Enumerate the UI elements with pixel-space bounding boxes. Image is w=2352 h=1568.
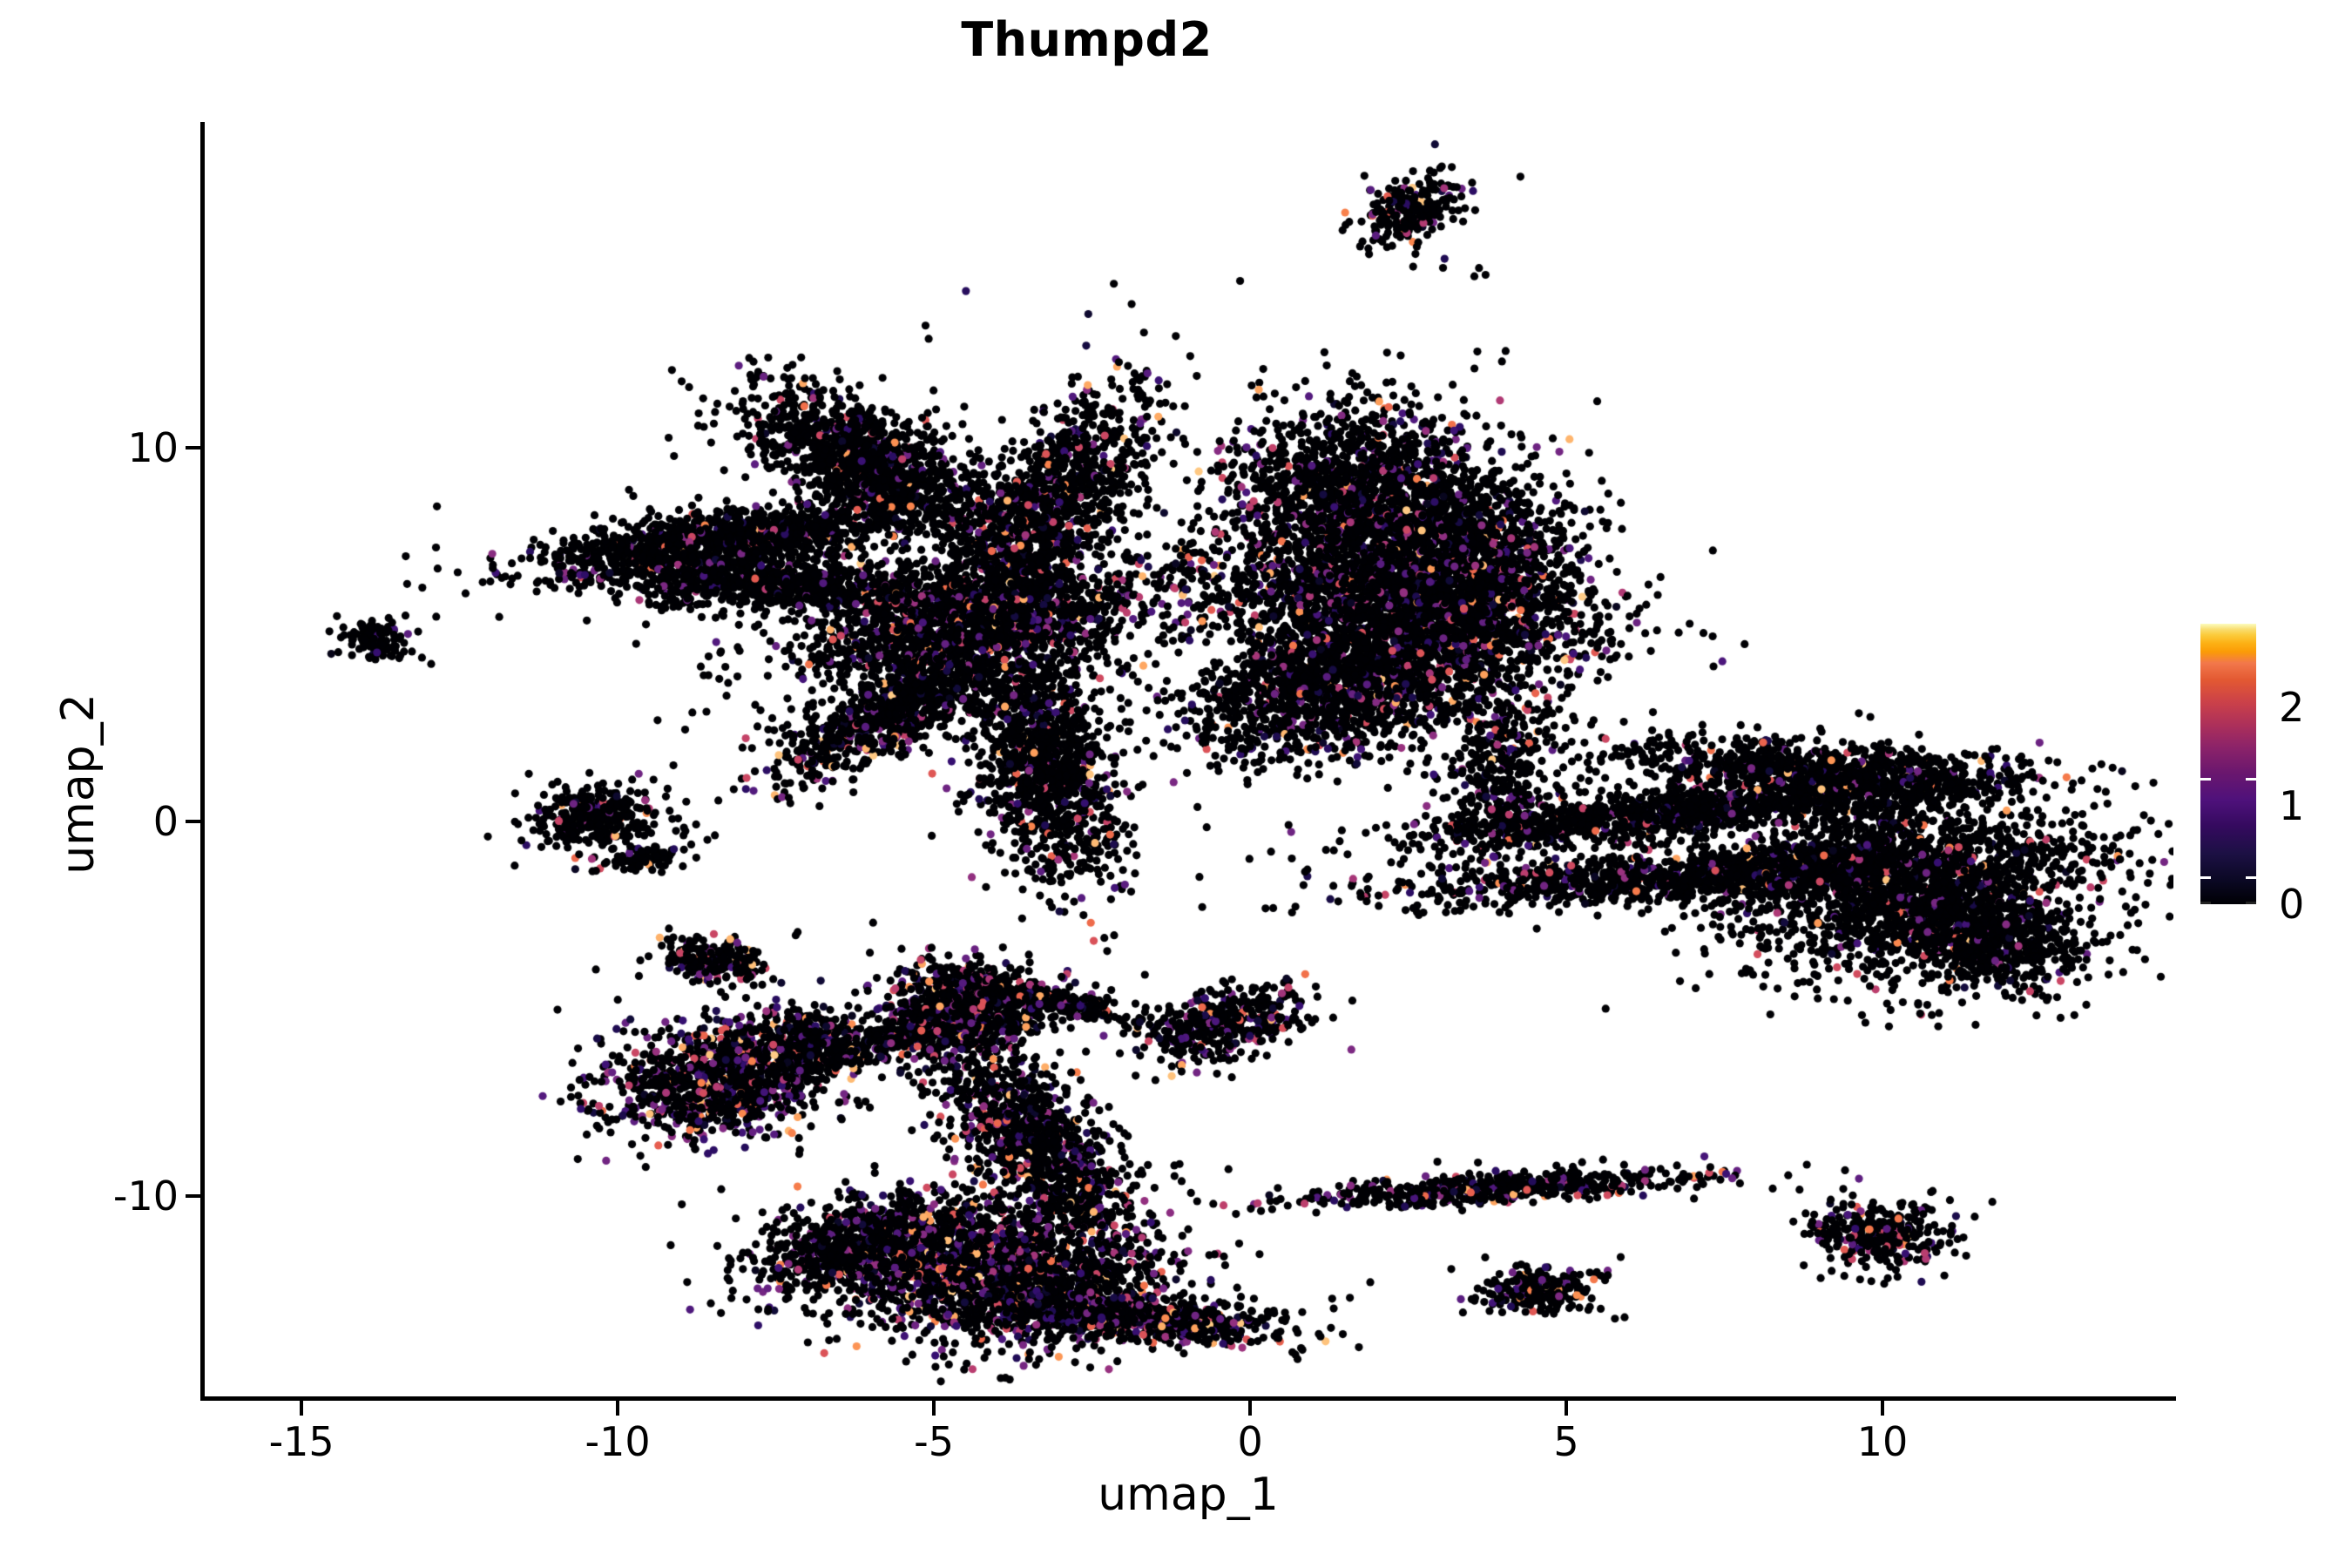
x-tick-label: -15 bbox=[268, 1418, 335, 1465]
x-tick-mark bbox=[300, 1401, 304, 1416]
colorbar-tick-1-right bbox=[2246, 876, 2256, 879]
x-tick-mark bbox=[1248, 1401, 1253, 1416]
page-title: Thumpd2 bbox=[961, 12, 1213, 67]
x-tick-mark bbox=[932, 1401, 936, 1416]
colorbar-tick-label: 2 bbox=[2279, 684, 2305, 732]
colorbar-tick-1-left bbox=[2200, 876, 2211, 879]
y-tick-mark bbox=[186, 820, 200, 824]
x-tick-label: -5 bbox=[914, 1418, 955, 1465]
x-tick-mark bbox=[1881, 1401, 1885, 1416]
y-tick-label: 0 bbox=[152, 798, 179, 846]
scatter-plot-canvas bbox=[200, 122, 2173, 1398]
y-tick-label: 10 bbox=[127, 423, 179, 471]
colorbar-tick-0-right bbox=[2246, 902, 2256, 904]
y-axis-line bbox=[200, 122, 205, 1401]
y-axis-label: umap_2 bbox=[51, 693, 105, 875]
x-axis-label: umap_1 bbox=[1098, 1469, 1279, 1521]
colorbar-gradient bbox=[2200, 624, 2256, 904]
x-tick-label: 5 bbox=[1553, 1418, 1579, 1465]
colorbar-tick-label: 1 bbox=[2279, 782, 2305, 830]
colorbar-tick-2-right bbox=[2246, 778, 2256, 781]
colorbar-tick-0-left bbox=[2200, 902, 2211, 904]
x-tick-label: -10 bbox=[585, 1418, 651, 1465]
x-tick-mark bbox=[1565, 1401, 1569, 1416]
x-tick-mark bbox=[616, 1401, 620, 1416]
colorbar-tick-2-left bbox=[2200, 778, 2211, 781]
x-tick-label: 10 bbox=[1856, 1418, 1909, 1465]
x-tick-label: 0 bbox=[1237, 1418, 1263, 1465]
y-tick-label: -10 bbox=[112, 1173, 179, 1220]
y-tick-mark bbox=[186, 1194, 200, 1198]
x-axis-line bbox=[200, 1396, 2176, 1401]
y-tick-mark bbox=[186, 445, 200, 449]
colorbar-tick-label: 0 bbox=[2279, 881, 2305, 928]
